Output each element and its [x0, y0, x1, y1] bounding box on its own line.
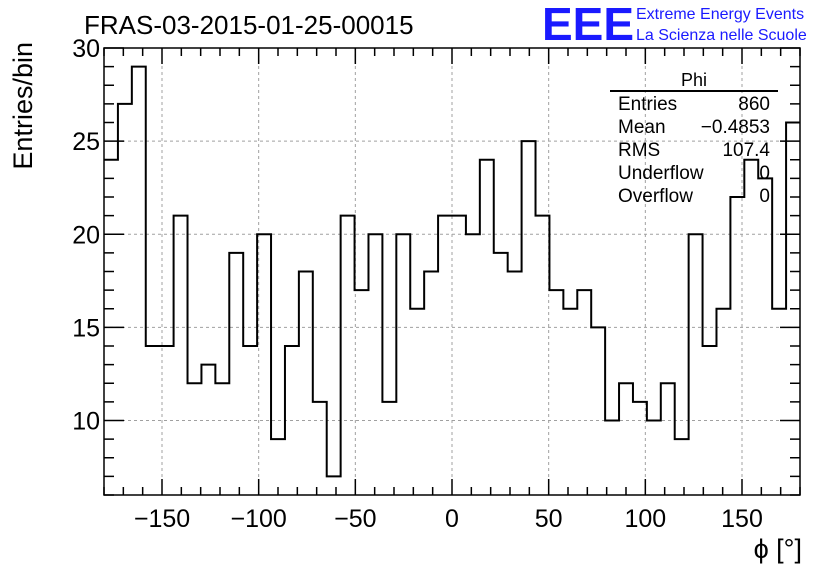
stats-box: Phi Entries 860 Mean −0.4853 RMS 107.4 U…	[610, 70, 778, 207]
eee-logo-mark: EEE	[542, 0, 634, 50]
histogram-bin	[104, 160, 118, 495]
stats-label-rms: RMS	[618, 140, 660, 161]
axis-tick-labels: −150 −100 −50 0 50 100 150 10 15 20 25 30	[72, 35, 763, 533]
y-tick-label: 15	[72, 314, 100, 342]
stats-value-underflow: 0	[759, 163, 770, 184]
histogram-bin	[466, 234, 480, 495]
axis-ticks	[103, 47, 801, 496]
histogram-bin	[480, 160, 494, 495]
y-tick-label: 20	[72, 221, 100, 249]
y-axis-label: Entries/bin	[8, 42, 38, 170]
histogram-bin	[327, 476, 341, 495]
histogram-bin	[188, 383, 202, 495]
histogram-bin	[633, 402, 647, 495]
stats-value-entries: 860	[738, 94, 770, 115]
logo-line-1: Extreme Energy Events	[636, 6, 804, 23]
histogram-bin	[396, 234, 410, 495]
histogram-bin	[577, 290, 591, 495]
x-tick-label: −50	[334, 505, 376, 533]
y-tick-label: 30	[72, 35, 100, 63]
histogram-bin	[508, 272, 522, 496]
histogram-bin	[494, 253, 508, 495]
stats-label-entries: Entries	[618, 94, 677, 115]
x-axis-label: ϕ [°]	[754, 534, 802, 564]
histogram-bin	[146, 346, 160, 495]
x-tick-label: 50	[535, 505, 563, 533]
histogram-bin	[424, 272, 438, 496]
histogram-bin	[536, 216, 550, 495]
stats-label-underflow: Underflow	[618, 163, 704, 184]
histogram-bin	[410, 309, 424, 495]
histogram-bin	[744, 160, 758, 495]
histogram-bin	[382, 402, 396, 495]
histogram-bin	[355, 290, 369, 495]
histogram-bin	[271, 439, 285, 495]
histogram-bin	[257, 234, 271, 495]
stats-value-mean: −0.4853	[701, 117, 770, 138]
histogram-bin	[285, 346, 299, 495]
histogram-bin	[689, 234, 703, 495]
histogram-bin	[647, 421, 661, 496]
histogram-bin	[772, 309, 786, 495]
histogram-bin	[299, 272, 313, 496]
histogram-bin	[716, 309, 730, 495]
x-tick-label: 100	[624, 505, 666, 533]
stats-label-mean: Mean	[618, 117, 666, 138]
histogram-bin	[605, 421, 619, 496]
histogram-bin	[229, 253, 243, 495]
stats-value-overflow: 0	[759, 186, 770, 207]
histogram-bin	[368, 234, 382, 495]
stats-title: Phi	[681, 70, 707, 90]
histogram-bin	[438, 216, 452, 495]
histogram-bin	[215, 383, 229, 495]
chart-title: FRAS-03-2015-01-25-00015	[84, 10, 414, 40]
histogram-bin	[341, 216, 355, 495]
stats-value-rms: 107.4	[722, 140, 770, 161]
histogram-outline	[104, 65, 800, 478]
x-tick-label: −150	[134, 505, 190, 533]
histogram-bin	[452, 216, 466, 495]
histogram-bin	[201, 365, 215, 495]
y-tick-label: 10	[72, 408, 100, 436]
histogram-bin	[132, 67, 146, 495]
histogram-bin	[243, 346, 257, 495]
histogram-bin	[313, 402, 327, 495]
x-tick-label: 0	[445, 505, 459, 533]
histogram-bin	[730, 197, 744, 495]
histogram-bin	[563, 309, 577, 495]
histogram-bin	[549, 290, 563, 495]
histogram-bin	[786, 123, 800, 496]
histogram-bin	[619, 383, 633, 495]
histogram-bin	[703, 346, 717, 495]
histogram-bin	[758, 178, 772, 495]
histogram-bin	[661, 383, 675, 495]
histogram-bin	[591, 327, 605, 495]
x-tick-label: −100	[231, 505, 287, 533]
stats-label-overflow: Overflow	[618, 186, 693, 207]
histogram-bin	[174, 216, 188, 495]
histogram-bin	[160, 346, 174, 495]
y-tick-label: 25	[72, 128, 100, 156]
histogram-bin	[522, 141, 536, 495]
logo-line-2: La Scienza nelle Scuole	[636, 27, 807, 44]
x-tick-label: 150	[721, 505, 763, 533]
histogram-bin	[675, 439, 689, 495]
histogram-bin	[118, 104, 132, 495]
